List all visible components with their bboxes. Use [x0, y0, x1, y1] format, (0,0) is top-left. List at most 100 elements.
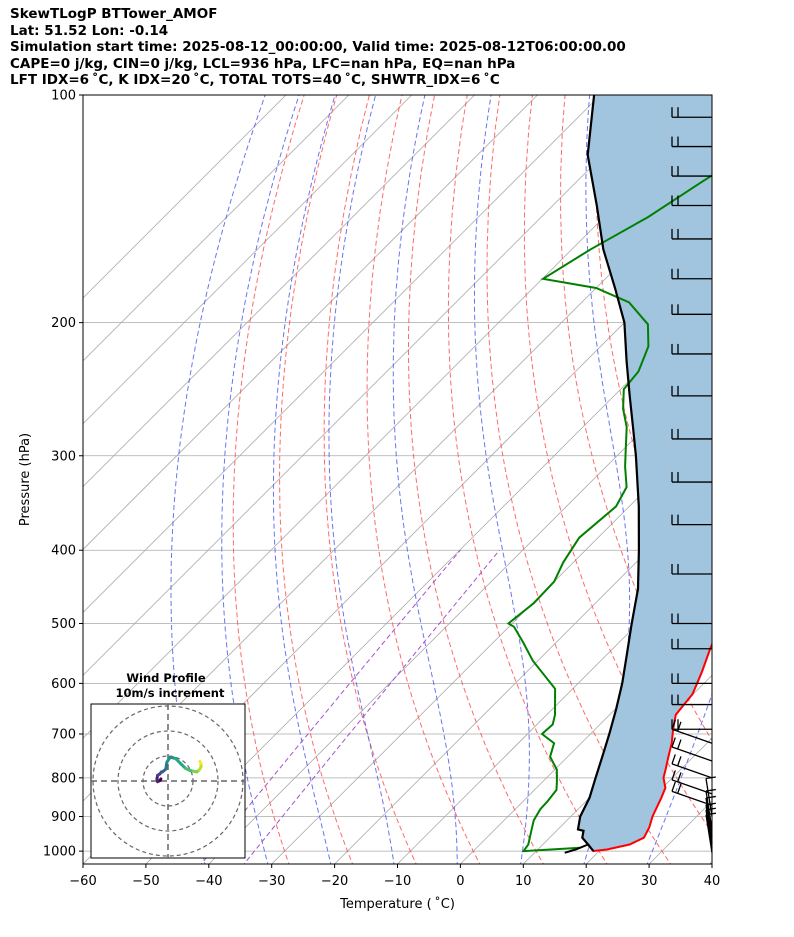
- y-tick-label: 1000: [43, 845, 76, 860]
- isotherm: [83, 95, 601, 613]
- wind-barb: [671, 737, 713, 762]
- moist-adiabat: [221, 95, 300, 864]
- wind-barb: [671, 228, 712, 240]
- isotherm: [460, 611, 712, 864]
- hodograph-subtitle: 10m/s increment: [116, 686, 225, 700]
- x-tick-label: 20: [578, 874, 595, 889]
- wind-barb-flag: [671, 754, 676, 765]
- hodograph-segment: [198, 759, 203, 765]
- isotherm: [83, 95, 287, 299]
- dry-adiabat: [366, 95, 481, 864]
- x-tick-label: 40: [704, 874, 721, 889]
- wind-barb-flag: [677, 756, 682, 767]
- x-tick-label: −40: [195, 874, 222, 889]
- mixing-ratio-line: [200, 549, 461, 864]
- temperature-line: [592, 642, 712, 853]
- wind-barb: [671, 694, 712, 706]
- dry-adiabat: [279, 95, 354, 864]
- chart-title-block: SkewTLogP BTTower_AMOF Lat: 51.52 Lon: -…: [10, 6, 626, 89]
- parcel-line: [576, 95, 641, 852]
- x-tick-label: −20: [321, 874, 348, 889]
- dry-adiabat: [232, 95, 305, 864]
- dry-adiabat: [323, 95, 417, 864]
- wind-barb: [671, 195, 712, 207]
- wind-barb: [671, 268, 712, 280]
- isotherm: [83, 95, 664, 676]
- wind-barb: [671, 754, 713, 779]
- index-line: LFT IDX=6 ˚C, K IDX=20 ˚C, TOTAL TOTS=40…: [10, 72, 500, 88]
- cape-line: CAPE=0 j/kg, CIN=0 j/kg, LCL=936 hPa, LF…: [10, 55, 516, 72]
- wind-barb-staff: [705, 814, 713, 853]
- moist-adiabat: [709, 859, 712, 864]
- hodograph-ring: [117, 730, 219, 832]
- wind-barb-staff: [671, 763, 713, 779]
- x-tick-label: 30: [641, 874, 658, 889]
- y-axis-label: Pressure (hPa): [18, 433, 33, 526]
- y-tick-label: 300: [51, 449, 76, 464]
- wind-barb: [671, 638, 712, 650]
- dry-adiabat: [727, 78, 794, 867]
- isotherm: [711, 863, 712, 864]
- isotherm: [397, 548, 712, 864]
- isotherm: [775, 95, 794, 864]
- y-tick-label: 600: [51, 677, 76, 692]
- isotherm: [83, 95, 538, 551]
- isotherm: [208, 360, 712, 864]
- wind-barb-staff: [671, 746, 713, 762]
- wind-barb: [671, 613, 712, 625]
- wind-barb: [671, 719, 712, 730]
- wind-barb-staff: [705, 778, 713, 817]
- dry-adiabat: [408, 95, 544, 864]
- x-tick-label: −30: [258, 874, 285, 889]
- y-tick-label: 900: [51, 810, 76, 825]
- wind-barb: [671, 781, 713, 807]
- y-tick-label: 400: [51, 544, 76, 559]
- wind-barb: [671, 166, 712, 177]
- wind-barb: [671, 304, 712, 315]
- isotherm: [83, 95, 412, 425]
- wind-barb: [671, 107, 712, 118]
- parcel-shading: [578, 95, 712, 852]
- wind-barb-flag: [671, 770, 676, 781]
- dry-adiabat: [523, 95, 712, 834]
- x-tick-label: −60: [69, 874, 96, 889]
- x-tick-label: −10: [384, 874, 411, 889]
- wind-barb-flag: [677, 739, 682, 750]
- mixing-ratio-line: [243, 549, 500, 864]
- wind-barb: [671, 563, 712, 575]
- x-tick-label: −50: [132, 874, 159, 889]
- y-tick-label: 200: [51, 316, 76, 331]
- isotherm: [83, 95, 475, 488]
- isotherm: [334, 486, 712, 864]
- chart-title: SkewTLogP BTTower_AMOF: [10, 6, 218, 22]
- wind-barb-flag: [677, 783, 682, 794]
- wind-barb-staff: [671, 790, 713, 807]
- wind-barb: [671, 472, 712, 483]
- moist-adiabat: [170, 95, 266, 864]
- moist-adiabat: [474, 95, 530, 864]
- hodograph-area: [91, 704, 245, 858]
- wind-barb-staff: [705, 804, 713, 843]
- wind-barb-staff: [705, 790, 713, 830]
- isotherm: [145, 297, 712, 864]
- y-tick-label: 800: [51, 771, 76, 786]
- x-axis-label: Temperature ( ˚C): [339, 896, 455, 912]
- wind-barb-flag: [671, 737, 676, 748]
- wind-barb-staff: [671, 728, 713, 744]
- y-tick-label: 100: [51, 89, 76, 104]
- wind-barb-staff: [705, 809, 713, 848]
- wind-barb-staff: [705, 797, 713, 837]
- moist-adiabat: [392, 95, 458, 864]
- dewpoint-line: [506, 174, 712, 853]
- wind-barb-flag: [671, 781, 676, 792]
- dry-adiabat: [447, 95, 608, 864]
- wind-barb: [671, 428, 712, 440]
- y-tick-label: 700: [51, 727, 76, 742]
- parcel-surface-line: [564, 843, 589, 854]
- wind-barb: [671, 514, 712, 526]
- wind-barb-staff: [671, 779, 713, 795]
- wind-barb: [671, 385, 712, 397]
- wind-barb: [671, 136, 712, 148]
- x-tick-label: 0: [456, 874, 464, 889]
- dry-adiabat: [560, 95, 712, 742]
